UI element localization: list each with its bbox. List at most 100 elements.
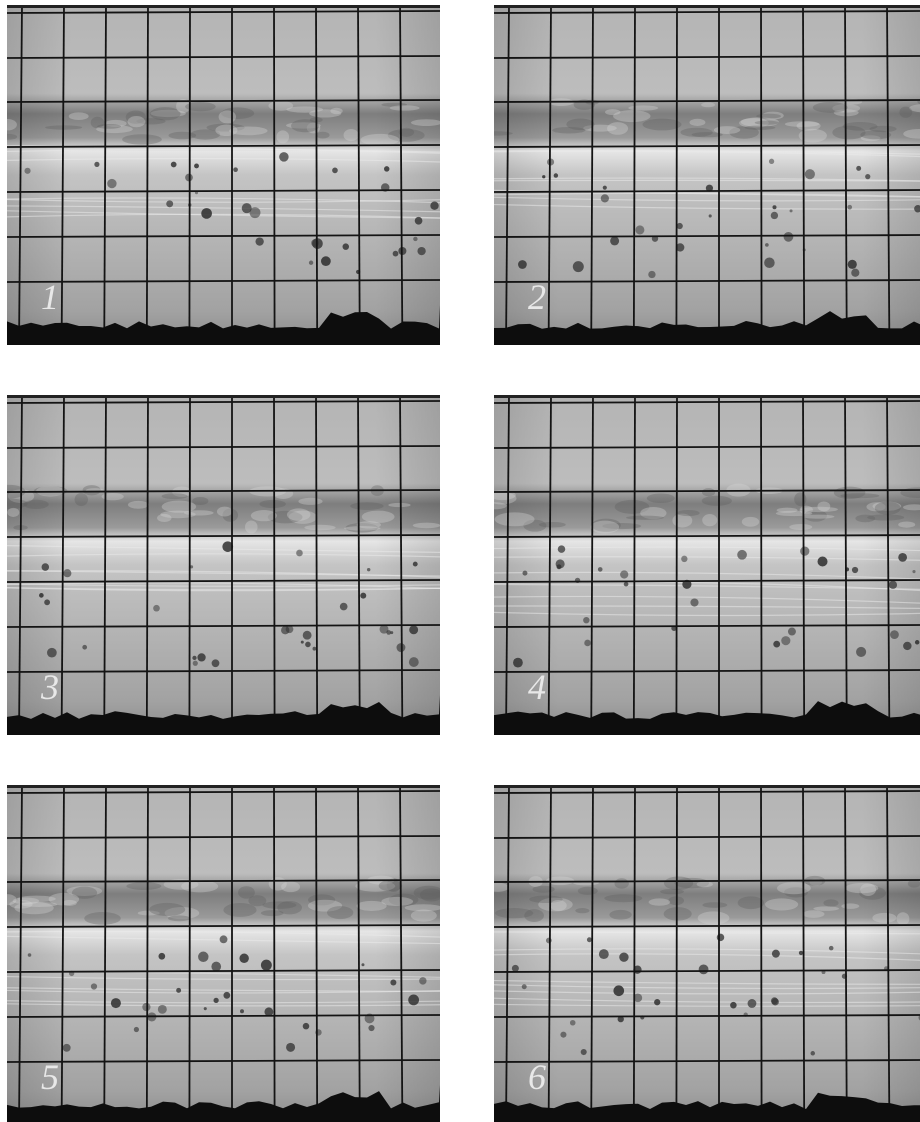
texture bbox=[245, 521, 258, 534]
particle bbox=[390, 980, 396, 986]
particle bbox=[856, 647, 866, 657]
particle bbox=[158, 1005, 167, 1014]
particle bbox=[560, 1032, 566, 1038]
grid-line bbox=[189, 785, 190, 1122]
texture bbox=[604, 894, 642, 902]
texture bbox=[219, 110, 236, 123]
texture bbox=[677, 510, 700, 516]
particle bbox=[690, 598, 698, 606]
particle bbox=[677, 223, 683, 229]
grid-line bbox=[147, 5, 148, 345]
particle bbox=[111, 998, 121, 1008]
particle bbox=[610, 236, 619, 245]
particle bbox=[784, 232, 794, 242]
texture bbox=[897, 912, 910, 925]
top-edge bbox=[494, 785, 920, 788]
photo-panel: 4 bbox=[483, 395, 920, 735]
texture bbox=[765, 898, 798, 910]
particle bbox=[852, 567, 858, 573]
particle bbox=[699, 964, 709, 974]
particle bbox=[771, 212, 778, 219]
top-edge bbox=[7, 5, 440, 8]
particle bbox=[518, 260, 527, 269]
top-edge bbox=[494, 395, 920, 398]
photo bbox=[486, 785, 920, 1122]
texture bbox=[609, 910, 631, 920]
texture bbox=[702, 488, 715, 496]
texture bbox=[702, 902, 727, 908]
grid-line bbox=[316, 785, 317, 1122]
texture bbox=[813, 102, 848, 113]
texture bbox=[411, 910, 437, 922]
texture bbox=[566, 119, 594, 131]
particle bbox=[601, 194, 609, 202]
panel-number: 3 bbox=[40, 667, 59, 707]
particle bbox=[430, 202, 438, 210]
particle bbox=[829, 946, 834, 951]
particle bbox=[153, 605, 160, 612]
texture bbox=[755, 121, 779, 125]
texture bbox=[122, 134, 162, 144]
particle bbox=[800, 546, 809, 555]
particle bbox=[583, 617, 589, 623]
texture bbox=[309, 109, 341, 117]
particle bbox=[737, 550, 747, 560]
texture bbox=[643, 119, 682, 131]
particle bbox=[912, 570, 915, 573]
particle bbox=[546, 938, 552, 944]
photo bbox=[0, 5, 445, 345]
particle bbox=[570, 1020, 576, 1026]
particle bbox=[624, 582, 629, 587]
photo bbox=[0, 395, 445, 735]
texture bbox=[97, 124, 121, 129]
particle bbox=[581, 1049, 587, 1055]
particle bbox=[769, 159, 774, 164]
particle bbox=[242, 203, 252, 213]
particle bbox=[717, 934, 724, 941]
particle bbox=[212, 659, 220, 667]
particle bbox=[367, 568, 370, 571]
texture bbox=[362, 511, 395, 523]
texture bbox=[413, 523, 441, 529]
particle bbox=[915, 640, 919, 644]
particle bbox=[255, 237, 263, 245]
texture bbox=[390, 105, 420, 110]
texture bbox=[276, 130, 289, 143]
particle bbox=[818, 556, 828, 566]
particle bbox=[408, 994, 419, 1005]
panel-number: 6 bbox=[528, 1057, 546, 1097]
texture bbox=[855, 515, 875, 523]
particle bbox=[512, 965, 519, 972]
texture bbox=[149, 903, 185, 916]
particle bbox=[554, 173, 558, 177]
particle bbox=[522, 571, 527, 576]
particle bbox=[890, 630, 899, 639]
texture bbox=[578, 887, 598, 895]
texture bbox=[702, 514, 717, 526]
texture bbox=[23, 500, 48, 509]
particle bbox=[261, 960, 272, 971]
particle bbox=[305, 642, 311, 648]
particle bbox=[211, 962, 221, 972]
texture bbox=[692, 132, 723, 137]
particle bbox=[303, 631, 312, 640]
particle bbox=[799, 951, 803, 955]
texture bbox=[361, 134, 400, 146]
particle bbox=[134, 1027, 139, 1032]
grid-line bbox=[147, 785, 148, 1122]
grid-line bbox=[676, 395, 677, 735]
texture bbox=[702, 496, 732, 506]
particle bbox=[240, 1009, 244, 1013]
particle bbox=[584, 640, 591, 647]
texture bbox=[259, 500, 285, 508]
particle bbox=[309, 261, 313, 265]
particle bbox=[587, 937, 592, 942]
texture bbox=[628, 105, 658, 110]
particle bbox=[620, 570, 628, 578]
texture bbox=[802, 515, 834, 519]
texture bbox=[800, 507, 838, 512]
particle bbox=[573, 261, 584, 272]
texture bbox=[217, 507, 233, 517]
texture bbox=[411, 119, 442, 126]
particle bbox=[409, 657, 419, 667]
